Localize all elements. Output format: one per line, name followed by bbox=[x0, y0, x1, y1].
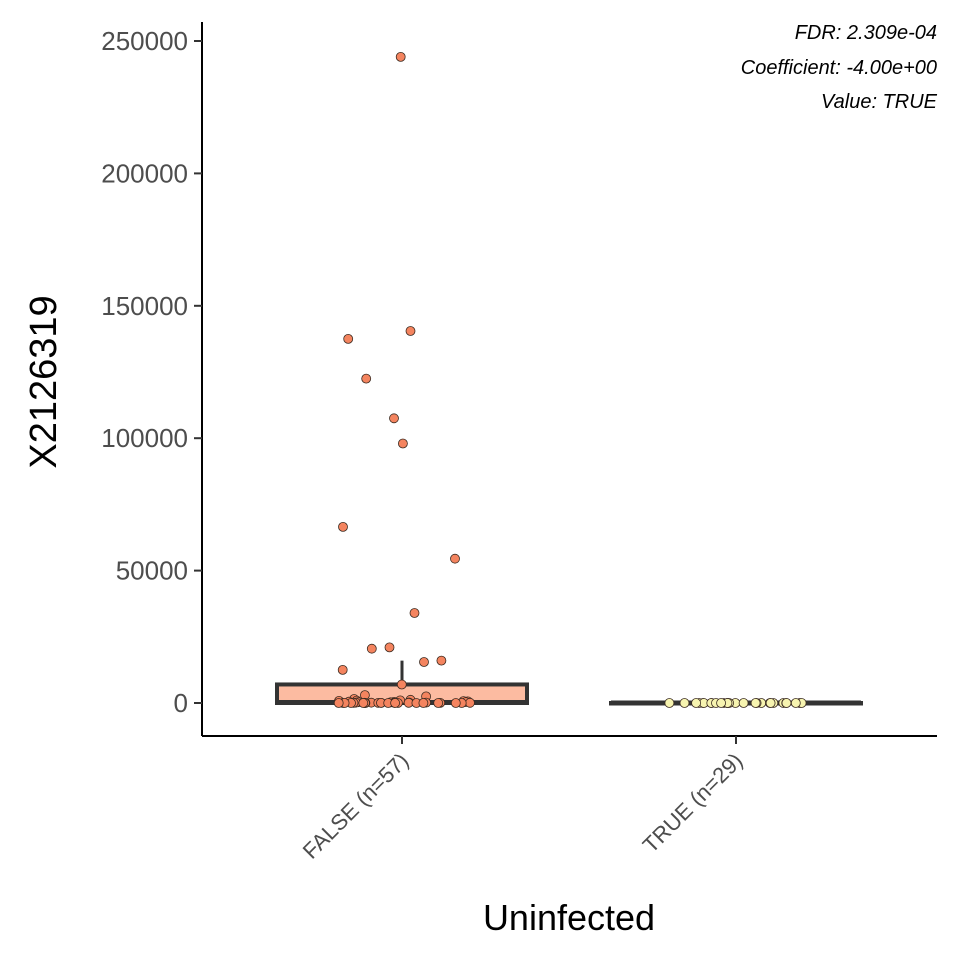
data-point bbox=[366, 643, 377, 654]
data-point bbox=[405, 326, 416, 336]
data-point bbox=[691, 698, 701, 708]
data-point bbox=[390, 698, 401, 708]
coefficient-annotation: Coefficient: -4.00e+00 bbox=[741, 57, 937, 79]
points-layer bbox=[333, 52, 807, 708]
data-point bbox=[716, 698, 726, 708]
data-point bbox=[433, 698, 444, 708]
x-tick-label: TRUE (n=29) bbox=[638, 748, 748, 858]
y-tick-label: 200000 bbox=[101, 158, 188, 188]
data-point bbox=[419, 657, 429, 667]
data-point bbox=[781, 698, 792, 708]
data-point bbox=[664, 698, 675, 708]
data-point bbox=[790, 698, 801, 708]
annotations: FDR: 2.309e-04 Coefficient: -4.00e+00 Va… bbox=[741, 22, 938, 113]
y-ticks: 0 50000 100000 150000 200000 250000 bbox=[101, 26, 202, 718]
y-tick-label: 100000 bbox=[101, 423, 188, 453]
data-point bbox=[395, 52, 406, 62]
data-point bbox=[384, 642, 395, 653]
data-point bbox=[750, 698, 761, 708]
x-ticks: FALSE (n=57) TRUE (n=29) bbox=[298, 736, 748, 864]
data-point bbox=[333, 698, 344, 708]
data-point bbox=[765, 698, 776, 708]
data-point bbox=[396, 679, 407, 690]
value-annotation: Value: TRUE bbox=[821, 91, 938, 113]
data-point bbox=[337, 665, 348, 675]
data-point bbox=[389, 413, 399, 424]
data-point bbox=[358, 698, 369, 708]
x-axis-title: Uninfected bbox=[483, 897, 655, 938]
y-tick-label: 50000 bbox=[116, 556, 188, 586]
y-tick-label: 0 bbox=[174, 688, 188, 718]
data-point bbox=[450, 553, 460, 564]
y-tick-label: 250000 bbox=[101, 26, 188, 56]
data-point bbox=[361, 373, 372, 384]
data-point bbox=[738, 698, 749, 708]
y-axis-title: X2126319 bbox=[23, 295, 65, 468]
axes-layer bbox=[201, 22, 937, 737]
data-point bbox=[450, 698, 461, 708]
data-point bbox=[397, 438, 408, 449]
data-point bbox=[465, 697, 475, 708]
data-point bbox=[409, 608, 420, 618]
data-point bbox=[418, 698, 429, 708]
x-tick-label: FALSE (n=57) bbox=[298, 748, 414, 864]
fdr-annotation: FDR: 2.309e-04 bbox=[795, 22, 937, 44]
y-tick-label: 150000 bbox=[101, 291, 188, 321]
data-point bbox=[343, 333, 354, 344]
data-point bbox=[436, 655, 447, 666]
data-point bbox=[338, 522, 348, 532]
data-point bbox=[679, 698, 690, 708]
